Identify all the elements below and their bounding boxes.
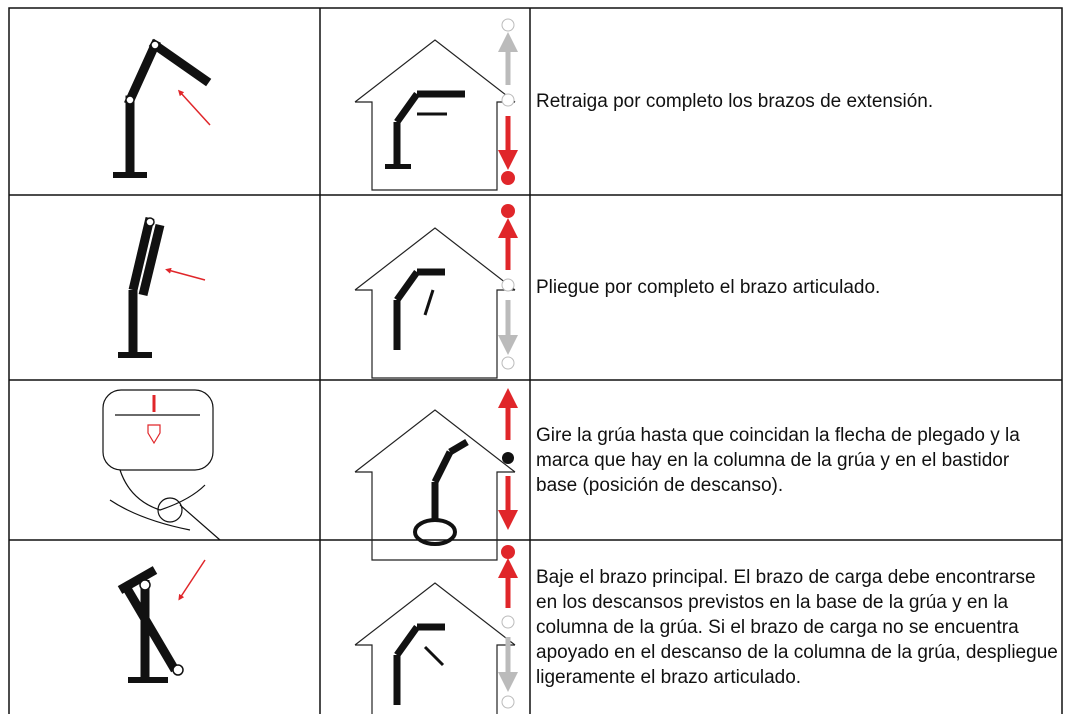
rotation-illustration: [102, 389, 221, 541]
hint-arrow: [178, 559, 206, 601]
direction-indicator: [498, 388, 518, 530]
crane-illustration: [118, 216, 165, 358]
table-borders: [8, 7, 1063, 714]
house-icon: [354, 39, 516, 191]
hint-arrow: [165, 267, 206, 281]
house-icon: [354, 227, 516, 379]
direction-indicator: [498, 545, 518, 709]
crane-illustration: [113, 38, 212, 178]
house-icon: [354, 582, 516, 714]
step-text: Pliegue por completo el brazo articulado…: [536, 195, 1056, 380]
house-icon: [354, 409, 516, 561]
direction-indicator: [498, 18, 518, 185]
step-text: Baje el brazo principal. El brazo de car…: [536, 566, 1058, 688]
step-text: Retraiga por completo los brazos de exte…: [536, 8, 1056, 195]
step-text: Baje el brazo principal. El brazo de car…: [536, 540, 1061, 714]
crane-illustration: [117, 566, 184, 683]
direction-indicator: [498, 204, 518, 370]
step-text: Gire la grúa hasta que coincidan la flec…: [536, 380, 1041, 540]
step-text: Retraiga por completo los brazos de exte…: [536, 91, 934, 112]
hint-arrow: [177, 89, 211, 126]
step-text: Pliegue por completo el brazo articulado…: [536, 277, 881, 298]
step-text: Gire la grúa hasta que coincidan la flec…: [536, 424, 1020, 496]
